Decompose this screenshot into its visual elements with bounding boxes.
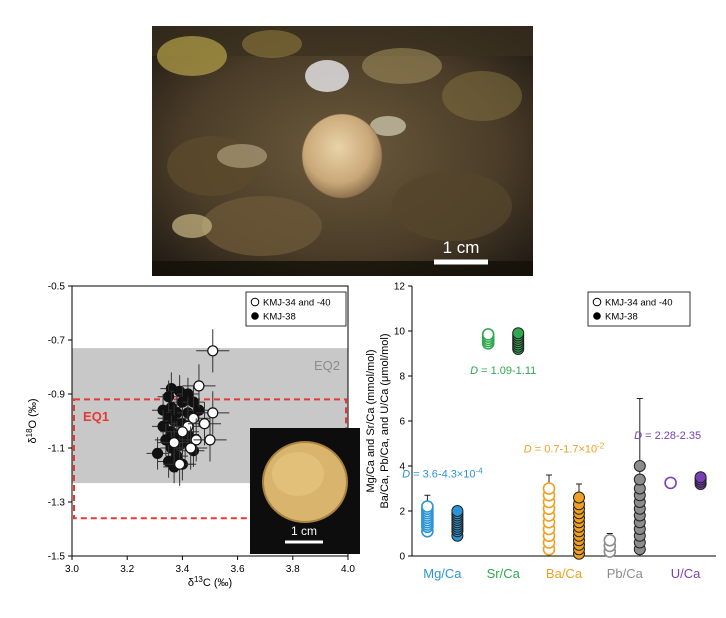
y-tick-label: 6 [399,417,405,428]
legend-open-label: KMJ-34 and -40 [263,298,331,309]
eq2-label: EQ2 [314,358,340,373]
category-label: Pb/Ca [607,566,644,581]
inset-coral-highlight [272,452,324,496]
data-point-filled [573,491,585,504]
eq1-label: EQ1 [83,409,109,424]
y-tick-label: 10 [394,327,406,338]
y-tick-label: 2 [399,507,405,518]
data-point-filled [694,471,707,484]
partition-coefficient-annotation: D = 1.09-1.11 [470,365,536,377]
x-tick-label: 3.8 [286,564,300,575]
data-point-open [542,482,556,495]
coral-field-photo: 1 cm [152,26,533,276]
data-point-open [185,442,197,454]
data-point-filled [151,447,164,459]
y-tick-label: 12 [394,282,406,293]
y-axis-label: δ18O (‰) [25,399,40,444]
category-label: Mg/Ca [423,566,462,581]
partition-coefficient-annotation: D = 0.7-1.7×10-2 [524,441,605,456]
inset-scale-label: 1 cm [291,524,317,538]
legend-filled-marker [593,312,601,320]
y-axis-label-line2: Ba/Ca, Pb/Ca, and U/Ca (μmol/mol) [379,333,391,508]
x-tick-label: 3.0 [65,564,79,575]
legend-open-label: KMJ-34 and -40 [605,298,673,309]
partition-coefficient-annotation: D = 3.6-4.3×10-4 [402,466,483,481]
y-tick-label: -0.9 [48,390,66,401]
x-tick-label: 3.4 [175,564,189,575]
x-tick-label: 3.6 [231,564,245,575]
partition-coefficient-annotation: D = 2.28-2.35 [634,430,701,442]
data-point-open [168,437,180,449]
y-tick-label: 8 [399,372,405,383]
photo-scale-label: 1 cm [443,238,480,257]
data-point-open [193,380,205,392]
data-point-open [176,426,188,438]
data-point-open [207,345,219,357]
legend-open-marker [592,297,602,307]
isotope-scatter-chart: EQ2 EQ1 3.0 3.2 3.4 3.6 3.8 4.0 -0.5 -0.7 -0.9 -1.1… [0,276,360,601]
category-label: Ba/Ca [546,566,583,581]
y-tick-label: -1.5 [48,552,66,563]
category-label: Sr/Ca [487,566,521,581]
x-axis-label: δ13C (‰) [188,575,232,590]
legend-box [587,291,691,327]
data-point-filled [633,460,646,472]
legend-filled-label: KMJ-38 [263,312,296,323]
category-label: U/Ca [671,566,701,581]
y-axis-label-line1: Mg/Ca and Sr/Ca (mmol/mol) [365,349,377,492]
plot-frame [71,285,349,557]
y-tick-label: -0.5 [48,282,66,293]
data-point-filled [163,391,175,403]
data-point-open [198,418,211,430]
data-point-filled [451,505,464,517]
data-point-open [207,407,219,419]
data-point-open [664,476,677,490]
element-ratio-chart: 0 2 4 6 8 10 12 Mg/Ca and Sr/Ca (mmol/mol) Ba/Ca… [360,276,726,601]
legend-filled-marker [251,312,259,320]
y-tick-label: -0.7 [48,336,66,347]
legend-open-marker [250,297,260,307]
y-tick-label: -1.3 [48,498,66,509]
legend-filled-label: KMJ-38 [605,312,638,323]
data-point-filled [512,327,525,340]
data-point-open [603,533,617,547]
data-point-open [174,458,186,470]
y-tick-label: 0 [399,552,405,563]
data-point-open [421,500,434,513]
y-tick-label: 4 [399,462,405,473]
data-point-filled [633,473,646,486]
data-point-open [204,434,216,446]
x-tick-label: 3.2 [120,564,134,575]
legend-box [245,291,347,327]
data-point-open [481,328,495,341]
x-tick-label: 4.0 [341,564,355,575]
y-tick-label: -1.1 [48,444,66,455]
